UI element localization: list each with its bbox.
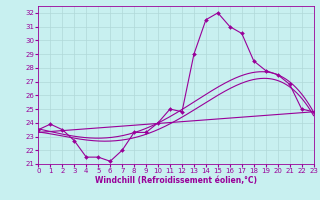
X-axis label: Windchill (Refroidissement éolien,°C): Windchill (Refroidissement éolien,°C) <box>95 176 257 185</box>
